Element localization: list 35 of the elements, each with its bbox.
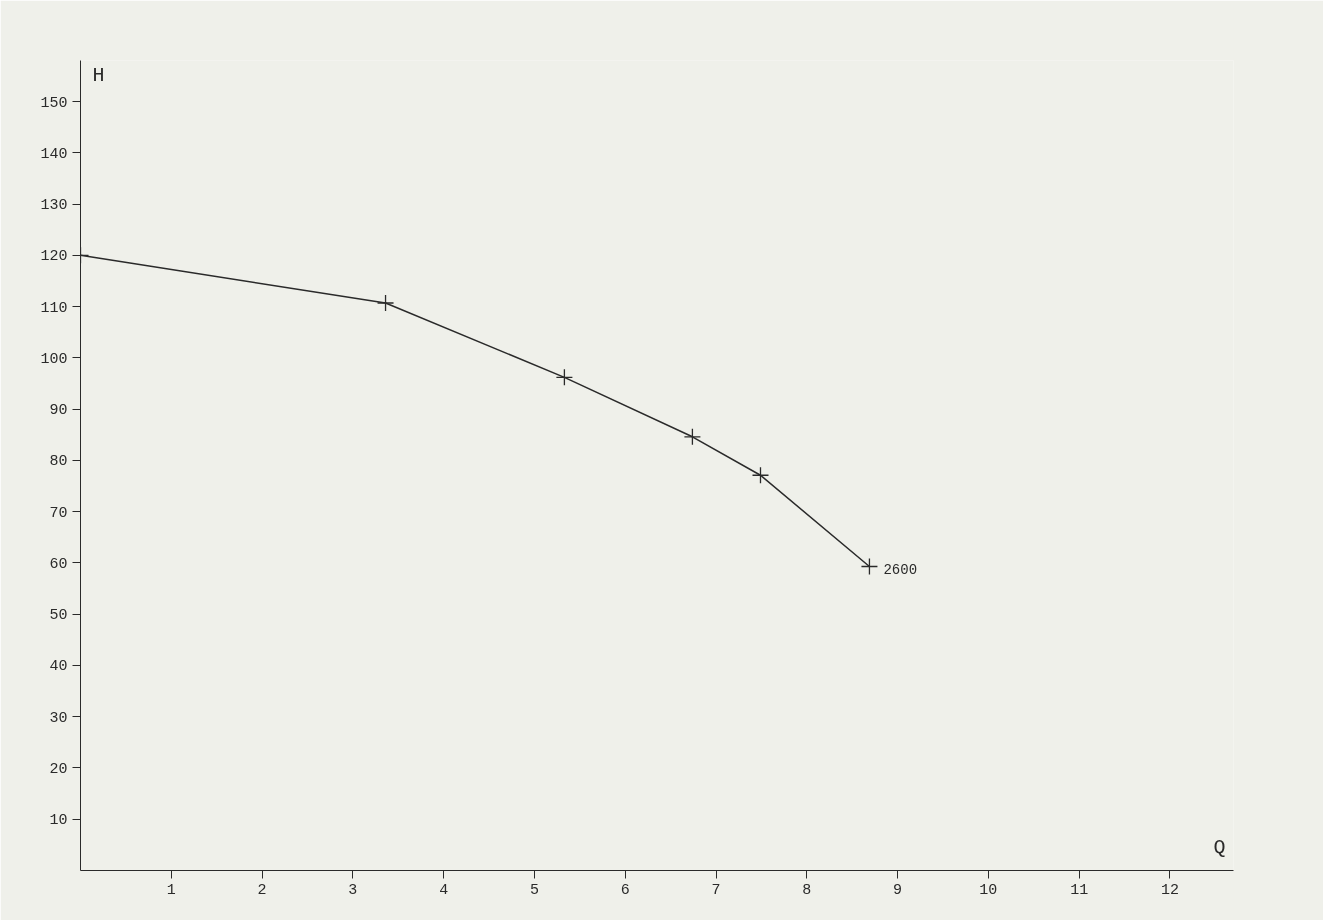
- point: [860, 557, 879, 576]
- y-tick-label: 40: [49, 658, 68, 676]
- x-tick-label: 9: [893, 881, 903, 899]
- y-tick-label: 80: [49, 453, 68, 471]
- point: [683, 428, 702, 446]
- annotation: 2600: [883, 562, 918, 579]
- y-tick-label: 100: [40, 350, 68, 368]
- point: [751, 466, 770, 484]
- y-tick-label: 150: [40, 94, 68, 112]
- x-tick-label: 10: [979, 881, 998, 899]
- x-axis-title: Q: [1213, 835, 1226, 859]
- x-tick-label: 8: [802, 881, 812, 899]
- y-tick-label: 30: [49, 709, 68, 727]
- y-tick-label: 70: [49, 504, 68, 522]
- x-tick-label: 11: [1070, 881, 1089, 899]
- x-tick-label: 7: [711, 881, 721, 899]
- y-tick-label: 120: [40, 248, 68, 266]
- x-tick-label: 12: [1160, 881, 1179, 899]
- y-tick-label: 110: [40, 299, 68, 317]
- x-tick-label: 6: [620, 881, 630, 899]
- y-tick-label: 50: [49, 607, 68, 625]
- y-tick-label: 130: [40, 197, 68, 215]
- point: [376, 294, 395, 312]
- x-tick-label: 4: [439, 881, 449, 899]
- x-tick-label: 1: [166, 881, 176, 899]
- y-tick-label: 20: [49, 760, 68, 778]
- y-axis-title: H: [92, 63, 105, 87]
- point: [555, 368, 574, 386]
- x-tick-label: 3: [348, 881, 358, 899]
- x-tick-label: 2: [257, 881, 267, 899]
- x-tick-label: 5: [529, 881, 539, 899]
- y-tick-label: 60: [49, 555, 68, 573]
- y-tick-label: 10: [49, 812, 68, 830]
- y-tick-label: 90: [49, 402, 68, 420]
- y-tick-label: 140: [40, 145, 68, 163]
